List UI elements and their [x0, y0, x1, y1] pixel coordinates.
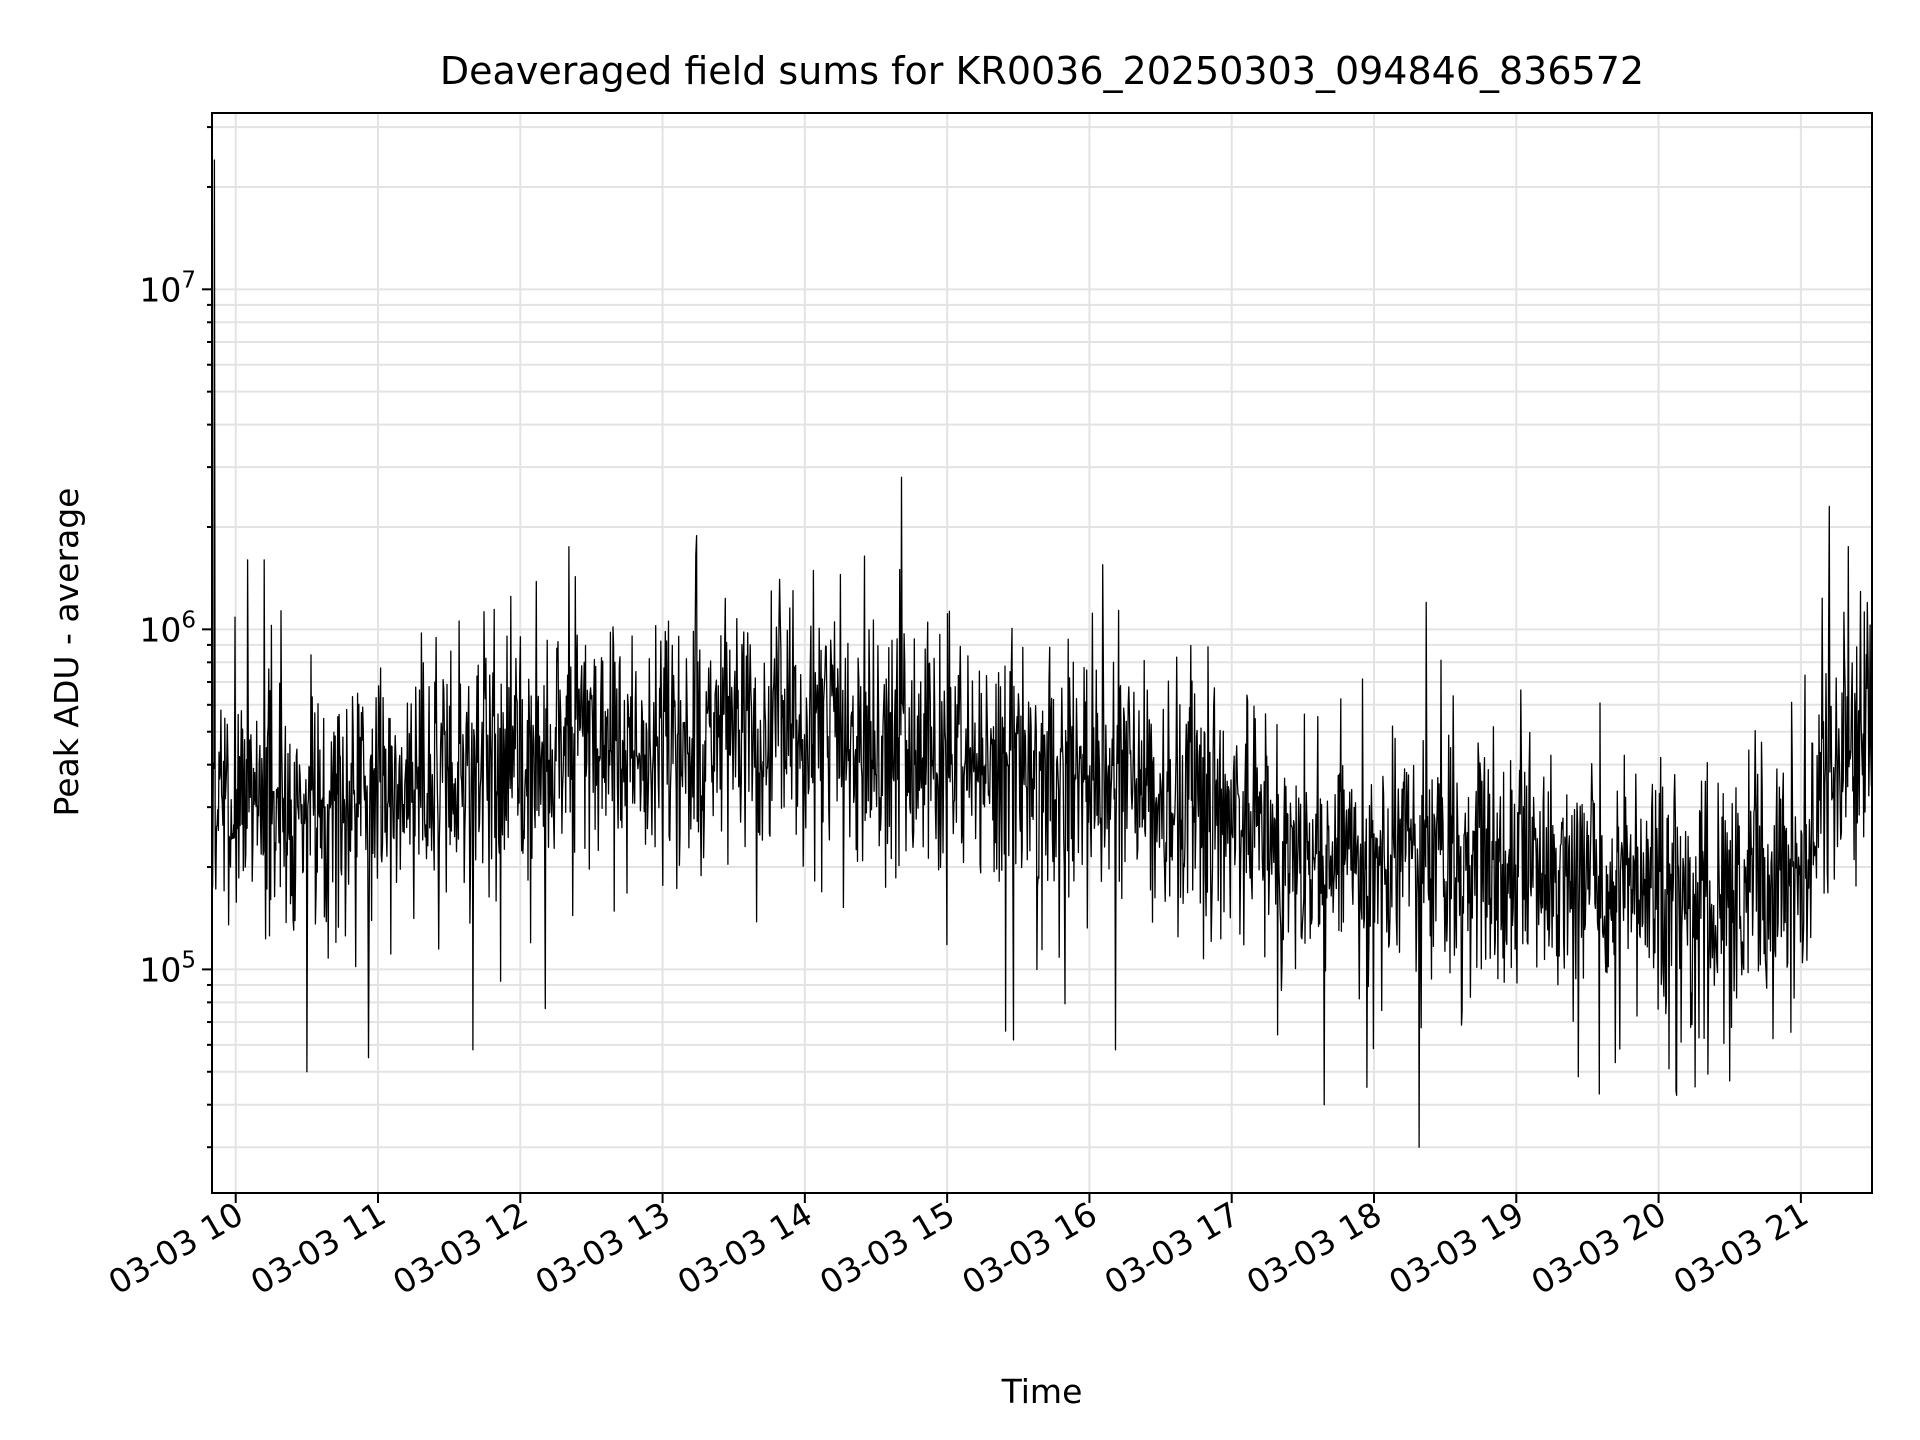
y-tick-label: 107 — [139, 267, 196, 309]
plot-frame — [211, 112, 1873, 1194]
plot-area — [212, 113, 1872, 1193]
series-line — [211, 159, 1873, 1148]
series-layer — [211, 159, 1873, 1148]
x-axis-label: Time — [1001, 1372, 1083, 1411]
y-axis-label: Peak ADU - average — [47, 488, 86, 817]
chart-title: Deaveraged field sums for KR0036_2025030… — [440, 49, 1644, 93]
y-tick-label: 106 — [139, 607, 196, 649]
y-tick-label: 105 — [139, 947, 196, 989]
